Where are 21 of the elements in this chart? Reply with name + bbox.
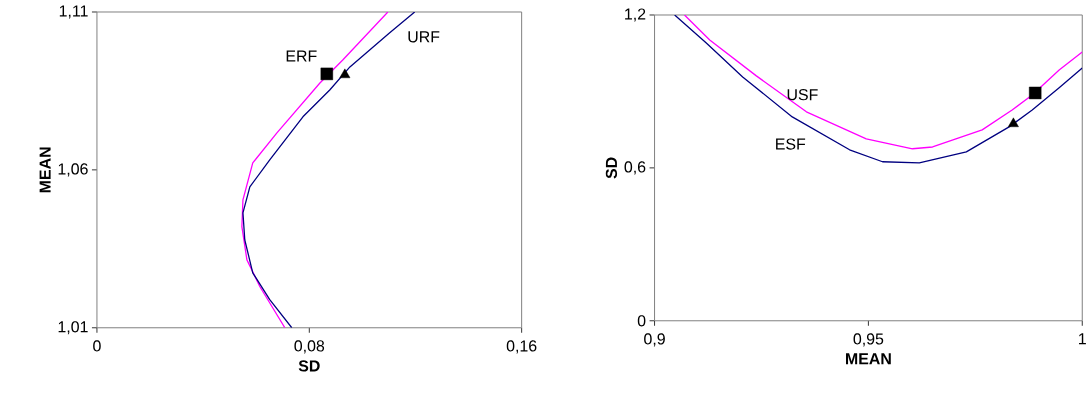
x-axis-title: MEAN — [846, 353, 891, 365]
y-tick-label: 1,06 — [58, 163, 88, 177]
series-label: ERF — [286, 50, 317, 62]
x-axis-title: SD — [298, 360, 320, 372]
x-tick-label: 0,95 — [853, 333, 884, 347]
y-tick-label: 0,6 — [624, 161, 646, 175]
series-label: URF — [408, 31, 440, 43]
y-tick-label: 1,2 — [625, 8, 646, 22]
x-tick-label: 0,16 — [506, 340, 537, 354]
y-tick-label: 1,01 — [58, 321, 88, 335]
y-tick-label: 0 — [637, 315, 646, 327]
series-label: ESF — [776, 138, 806, 150]
x-tick-label: 0,9 — [644, 333, 665, 347]
y-tick-label: 1,11 — [59, 5, 88, 19]
x-tick-label: 1 — [1079, 333, 1086, 345]
y-axis-title: MEAN — [39, 147, 51, 193]
line-series — [241, 12, 389, 328]
y-axis-title: SD — [605, 157, 618, 179]
x-tick-label: 0,08 — [294, 340, 325, 354]
series-label: USF — [787, 89, 818, 101]
x-tick-label: 0 — [93, 340, 101, 352]
